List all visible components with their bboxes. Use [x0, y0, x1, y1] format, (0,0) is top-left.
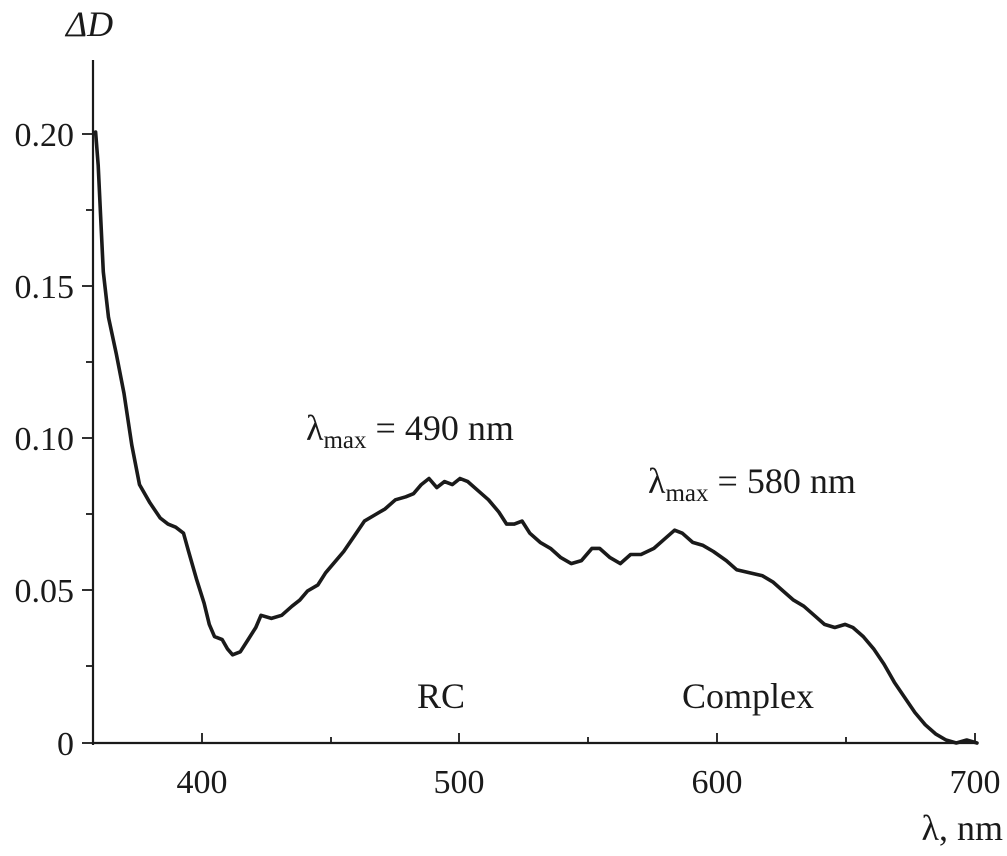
peak-label-580: λmax = 580 nm — [648, 461, 856, 507]
y-major-ticks — [82, 133, 93, 744]
peak-label-580-symbol: λ — [648, 461, 666, 501]
peak-label-490-value: = 490 nm — [367, 408, 514, 448]
peak-label-580-value: = 580 nm — [709, 461, 856, 501]
y-tick-label: 0.20 — [15, 117, 75, 154]
y-tick-labels: 0 0.05 0.10 0.15 0.20 — [15, 117, 75, 763]
x-tick-label: 500 — [434, 764, 485, 801]
y-tick-label: 0 — [57, 726, 74, 763]
spectrum-curve — [93, 130, 979, 745]
peak-label-490-symbol: λ — [306, 408, 324, 448]
y-minor-ticks — [86, 209, 93, 667]
y-tick-label: 0.10 — [15, 421, 75, 458]
complex-label: Complex — [682, 676, 814, 716]
annotations: λmax = 490 nm λmax = 580 nm RC Complex — [306, 408, 856, 716]
x-major-ticks — [201, 733, 976, 743]
x-axis-title: λ, nm — [922, 808, 1003, 848]
peak-label-490: λmax = 490 nm — [306, 408, 514, 454]
y-axis: ΔD 0 0.05 0.10 0.15 0.20 — [15, 4, 114, 763]
y-axis-title-text: ΔD — [64, 4, 113, 44]
y-tick-label: 0.15 — [15, 269, 75, 306]
y-tick-label: 0.05 — [15, 573, 75, 610]
x-minor-ticks — [330, 737, 847, 743]
x-tick-label: 600 — [692, 764, 743, 801]
x-tick-label: 700 — [950, 764, 1001, 801]
peak-label-490-subscript: max — [323, 427, 367, 454]
x-tick-label: 400 — [177, 764, 228, 801]
y-axis-title: ΔD — [64, 4, 113, 44]
x-axis: 400 500 600 700 λ, nm — [93, 733, 1003, 848]
x-tick-labels: 400 500 600 700 — [177, 764, 1001, 801]
peak-label-580-subscript: max — [665, 480, 709, 507]
rc-label: RC — [417, 676, 465, 716]
